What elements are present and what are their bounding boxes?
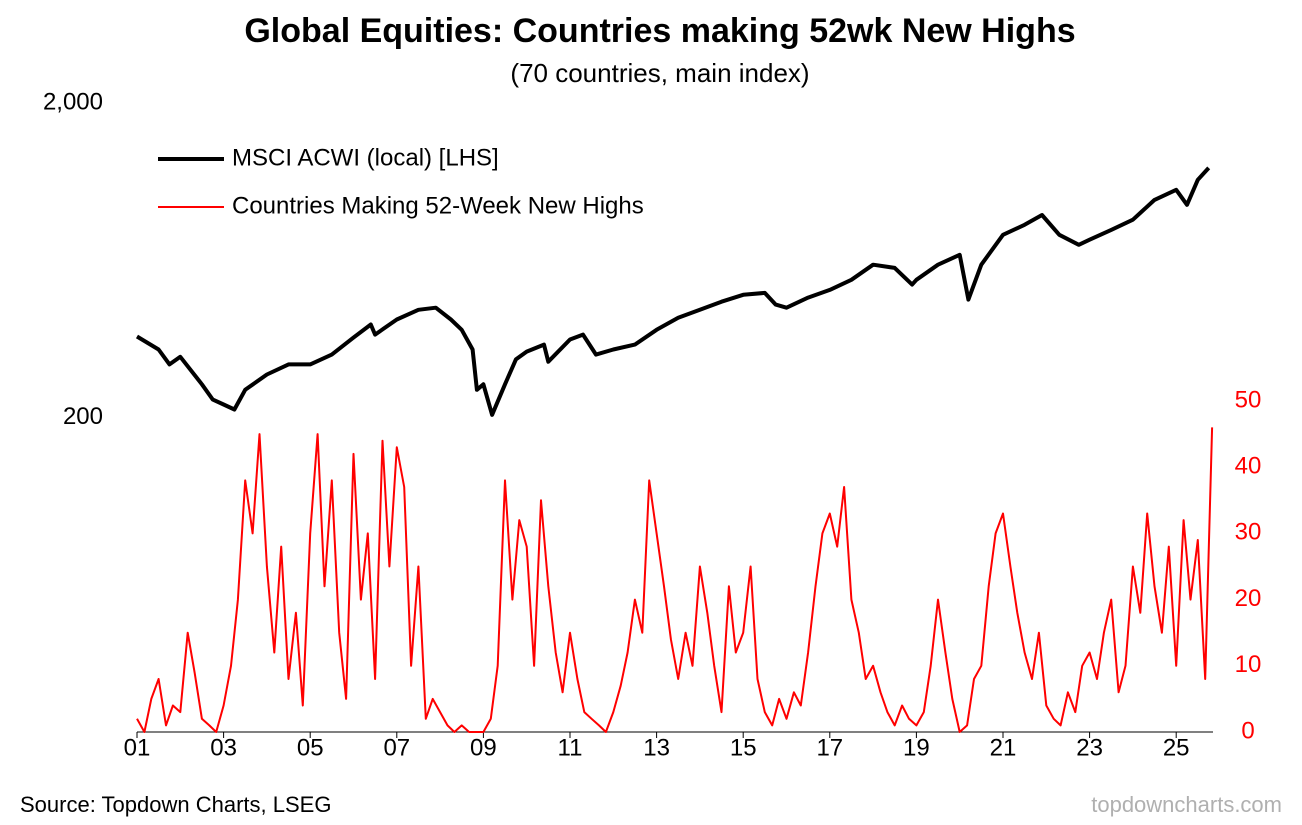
- x-tick-label: 03: [210, 734, 237, 761]
- y2-tick-label: 30: [1235, 519, 1262, 546]
- y2-tick-label: 50: [1235, 386, 1262, 413]
- x-tick-label: 01: [124, 734, 151, 761]
- x-tick-label: 07: [383, 734, 410, 761]
- y2-tick-label: 40: [1235, 453, 1262, 480]
- x-tick-label: 21: [990, 734, 1017, 761]
- y2-tick-label: 0: [1241, 717, 1254, 744]
- x-tick-label: 13: [643, 734, 670, 761]
- chart-subtitle: (70 countries, main index): [510, 58, 809, 88]
- x-tick-label: 23: [1076, 734, 1103, 761]
- chart-title: Global Equities: Countries making 52wk N…: [244, 12, 1075, 50]
- x-tick-label: 19: [903, 734, 930, 761]
- source-note: Source: Topdown Charts, LSEG: [20, 792, 331, 817]
- y-tick-label: 200: [63, 403, 103, 430]
- x-tick-label: 25: [1163, 734, 1190, 761]
- legend-label: Countries Making 52-Week New Highs: [232, 192, 644, 219]
- x-tick-label: 09: [470, 734, 497, 761]
- series-line: [135, 166, 1211, 417]
- x-tick-label: 05: [297, 734, 324, 761]
- y-tick-label: 2,000: [43, 88, 103, 115]
- legend-label: MSCI ACWI (local) [LHS]: [232, 144, 499, 171]
- x-tick-label: 17: [816, 734, 843, 761]
- watermark: topdowncharts.com: [1091, 792, 1282, 817]
- y2-tick-label: 20: [1235, 585, 1262, 612]
- y2-tick-label: 10: [1235, 651, 1262, 678]
- x-tick-label: 15: [730, 734, 757, 761]
- series-line: [136, 427, 1214, 733]
- x-tick-label: 11: [558, 734, 583, 761]
